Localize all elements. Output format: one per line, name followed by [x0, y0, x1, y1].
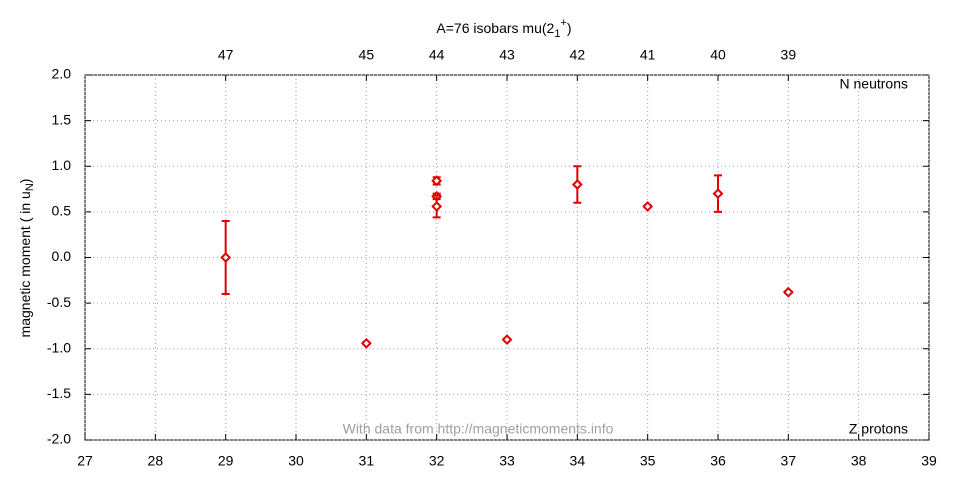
x-tick-label: 28 [148, 453, 164, 469]
y-tick-label: 0.5 [52, 203, 72, 219]
title-end: ) [567, 20, 572, 36]
marker [431, 200, 443, 212]
x2-tick-label: 43 [499, 47, 515, 63]
x-tick-label: 38 [851, 453, 867, 469]
y-tick-label: -1.5 [47, 385, 71, 401]
chart-title: A=76 isobars mu(21+) [436, 17, 571, 40]
x-tick-label: 35 [640, 453, 656, 469]
title-main: A=76 isobars mu(2 [436, 20, 554, 36]
y-tick-label: 1.5 [52, 111, 72, 127]
x-tick-label: 31 [359, 453, 375, 469]
x-tick-label: 30 [288, 453, 304, 469]
marker [571, 179, 583, 190]
plot-frame [84, 74, 930, 441]
title-sup: + [560, 17, 566, 29]
x-tick-label: 33 [499, 453, 515, 469]
x2-tick-label: 41 [640, 47, 656, 63]
y-label-sub: N [24, 183, 36, 191]
y-axis-label: magnetic moment ( in uN) [17, 179, 36, 338]
marker [501, 334, 513, 346]
marker [220, 252, 232, 263]
annotation: N neutrons [840, 76, 908, 92]
marker [782, 286, 794, 298]
x-tick-label: 27 [77, 453, 93, 469]
x2-tick-label: 44 [429, 47, 445, 63]
y-tick-label: -2.0 [47, 431, 71, 447]
watermark: With data from http://magneticmoments.in… [343, 421, 614, 437]
y-tick-label: -1.0 [47, 339, 71, 355]
marker [642, 200, 654, 212]
x-tick-label: 37 [781, 453, 797, 469]
x-tick-label: 36 [710, 453, 726, 469]
x2-tick-label: 40 [710, 47, 726, 63]
y-label-end: ) [17, 179, 33, 184]
x2-tick-label: 42 [570, 47, 586, 63]
y-tick-label: -0.5 [47, 294, 71, 310]
x-tick-label: 29 [218, 453, 234, 469]
x2-tick-label: 39 [781, 47, 797, 63]
y-tick-label: 2.0 [52, 66, 72, 82]
y-tick-label: 1.0 [52, 157, 72, 173]
annotation: Z protons [849, 421, 908, 437]
y-label-main: magnetic moment ( in u [17, 191, 33, 337]
x2-tick-label: 47 [218, 47, 234, 63]
x2-tick-label: 45 [359, 47, 375, 63]
x-tick-label: 39 [921, 453, 937, 469]
x-tick-label: 32 [429, 453, 445, 469]
title-sub: 1 [554, 28, 560, 40]
marker [712, 188, 724, 200]
marker [431, 175, 443, 187]
y-tick-label: 0.0 [52, 248, 72, 264]
x-tick-label: 34 [570, 453, 586, 469]
marker [360, 337, 372, 349]
